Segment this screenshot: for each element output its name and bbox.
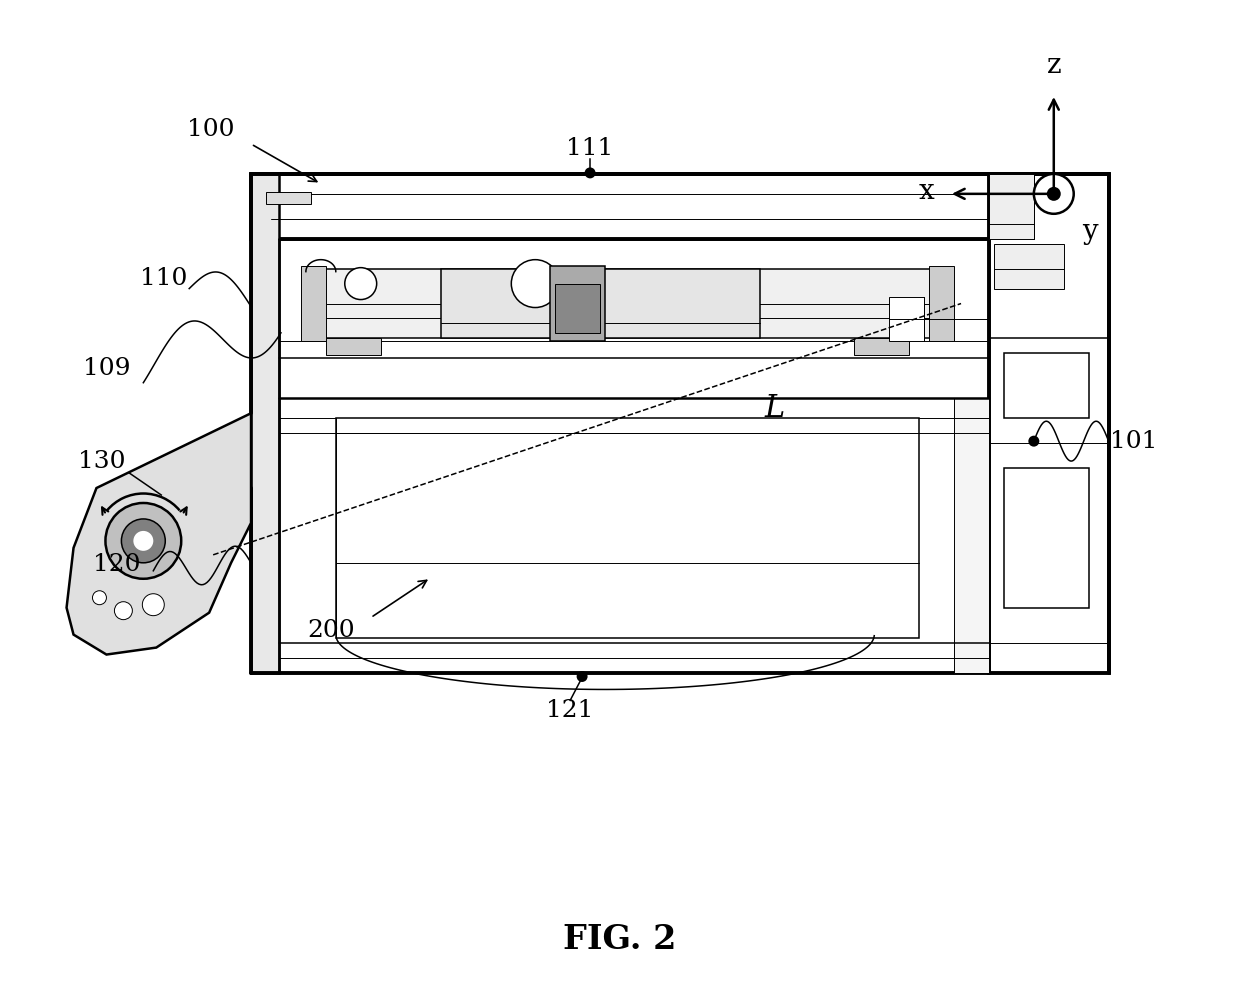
Circle shape [105,503,181,579]
Circle shape [511,259,559,308]
Circle shape [1034,174,1074,213]
Circle shape [143,594,164,616]
Text: 200: 200 [308,619,355,642]
Text: 120: 120 [93,553,140,576]
Bar [854,339,909,355]
Bar [306,269,934,339]
Bar [336,418,919,638]
Text: 130: 130 [78,450,125,473]
Text: L: L [764,393,785,424]
Text: 109: 109 [83,356,130,380]
Circle shape [584,168,595,179]
Text: 111: 111 [567,137,614,161]
Circle shape [134,531,154,551]
Circle shape [122,519,165,563]
Text: 121: 121 [547,699,594,722]
Bar [889,297,924,342]
Circle shape [1047,187,1060,201]
Bar [1004,354,1089,418]
Bar [267,192,311,204]
Circle shape [1028,436,1039,447]
Bar [440,269,760,339]
Bar [250,174,1034,238]
Bar [250,174,279,672]
Bar [556,284,600,334]
Text: 110: 110 [140,267,187,290]
Bar [551,266,605,342]
Text: y: y [1081,218,1097,245]
Text: FIG. 2: FIG. 2 [563,923,677,956]
Circle shape [114,602,133,620]
Bar [954,398,990,672]
Bar [301,266,326,342]
Bar [994,243,1064,289]
Bar [1004,468,1089,608]
Bar [990,174,1109,672]
Text: z: z [1047,53,1061,79]
Text: 101: 101 [1110,430,1157,453]
Bar [326,339,381,355]
Text: x: x [919,179,934,206]
Polygon shape [67,413,250,654]
Circle shape [345,268,377,300]
Circle shape [577,671,588,682]
Bar [990,174,1034,238]
Bar [929,266,954,342]
Circle shape [93,591,107,605]
Text: 100: 100 [187,117,234,141]
